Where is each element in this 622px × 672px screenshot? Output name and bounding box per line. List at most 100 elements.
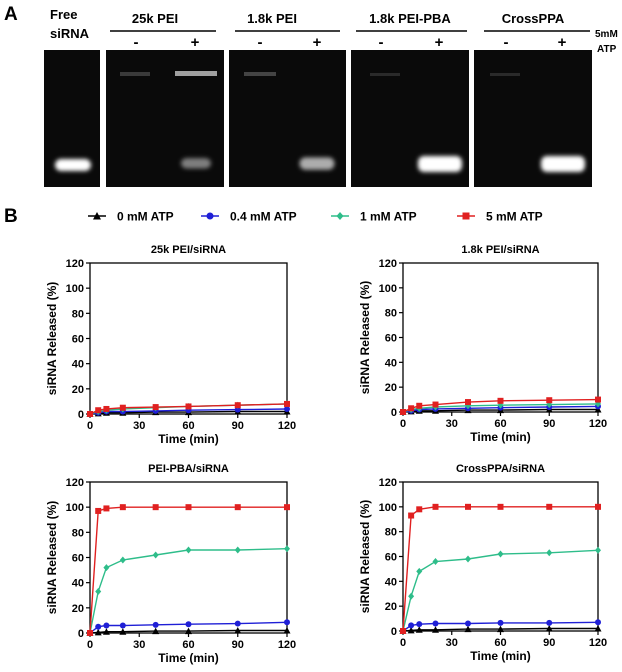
data-point-0-mm-atp [497, 625, 504, 633]
data-point-1-mm-atp [497, 550, 504, 558]
data-point-5-mm-atp [497, 503, 504, 510]
data-point-0-mm-atp [545, 625, 553, 632]
x-tick-label: 90 [232, 420, 244, 432]
band-25k-pei-plus [181, 158, 211, 169]
x-tick-label: 0 [400, 637, 406, 649]
x-tick-label: 60 [182, 420, 194, 432]
plus-sign-1-8k-pba: + [435, 34, 444, 51]
free-sirna-label-line1: Free [50, 7, 77, 22]
data-point-5-mm-atp [234, 402, 241, 409]
chart-title: CrossPPA/siRNA [456, 463, 545, 475]
data-point-0-4-mm-atp [119, 622, 126, 629]
data-point-0-mm-atp [432, 626, 439, 633]
x-tick-label: 30 [446, 637, 458, 649]
free-sirna-label-line2: siRNA [50, 26, 90, 41]
data-point-0-4-mm-atp [284, 619, 290, 626]
data-point-0-4-mm-atp [234, 620, 241, 627]
y-tick-label: 80 [72, 308, 84, 320]
y-tick-label: 100 [379, 502, 397, 514]
series-line-1-mm-atp [89, 548, 288, 634]
data-point-1-mm-atp [103, 564, 110, 572]
x-tick-label: 90 [232, 639, 244, 651]
data-point-5-mm-atp [119, 404, 126, 411]
x-axis-label: Time (min) [158, 651, 218, 665]
data-point-1-mm-atp [408, 592, 415, 600]
data-point-5-mm-atp [416, 506, 423, 513]
data-point-5-mm-atp [95, 407, 102, 414]
data-point-0-4-mm-atp [103, 622, 110, 629]
charts: 25k PEI/siRNA 0 20 40 60 80 100 120 0 30 60 90 120 Ti… [45, 244, 607, 665]
panel-a-letter: A [4, 4, 18, 25]
data-point-5-mm-atp [432, 503, 439, 510]
y-tick-label: 80 [385, 308, 397, 320]
chart-title: 25k PEI/siRNA [151, 244, 226, 256]
data-point-5-mm-atp [408, 405, 415, 412]
data-point-0-4-mm-atp [408, 622, 415, 629]
x-tick-label: 30 [133, 639, 145, 651]
y-tick-label: 80 [385, 527, 397, 539]
minus-sign-crossppa: - [504, 34, 509, 51]
data-point-5-mm-atp [546, 397, 553, 404]
x-tick-label: 0 [87, 639, 93, 651]
band-1-8k-pei-plus [299, 157, 335, 170]
x-tick-label: 60 [494, 637, 506, 649]
legend-marker-5-mm-atp [462, 212, 470, 220]
data-point-5-mm-atp [400, 628, 406, 634]
data-point-5-mm-atp [234, 504, 241, 511]
y-tick-label: 100 [66, 502, 84, 514]
data-point-1-mm-atp [95, 587, 102, 595]
data-point-1-mm-atp [546, 549, 553, 557]
y-tick-label: 0 [78, 628, 84, 640]
data-point-1-mm-atp [432, 557, 439, 565]
data-point-0-mm-atp [283, 626, 291, 634]
data-point-1-mm-atp [185, 546, 192, 554]
y-tick-label: 40 [72, 578, 84, 590]
data-point-5-mm-atp [432, 401, 439, 408]
data-point-1-mm-atp [119, 556, 126, 564]
series-line-5-mm-atp [402, 506, 598, 632]
y-tick-label: 40 [385, 357, 397, 369]
data-point-0-4-mm-atp [185, 621, 192, 628]
y-axis-label: siRNA Released (%) [45, 282, 59, 396]
x-tick-label: 120 [589, 418, 607, 430]
chart-3: PEI-PBA/siRNA 0 20 40 60 80 100 120 0 30 60 90 120 Ti… [45, 463, 296, 665]
data-point-5-mm-atp [185, 403, 192, 410]
data-point-5-mm-atp [152, 504, 159, 511]
x-tick-label: 0 [400, 418, 406, 430]
y-axis-label: siRNA Released (%) [45, 501, 59, 615]
x-tick-label: 90 [543, 637, 555, 649]
y-tick-label: 120 [379, 477, 397, 489]
group-label-crossppa: CrossPPA [502, 11, 565, 26]
y-tick-label: 40 [72, 359, 84, 371]
legend-marker-0-mm-atp [93, 212, 101, 220]
data-point-1-mm-atp [284, 545, 290, 553]
group-label-25k-pei: 25k PEI [132, 11, 178, 26]
y-tick-label: 100 [379, 283, 397, 295]
data-point-0-4-mm-atp [497, 619, 504, 626]
well-25k-minus [120, 72, 150, 76]
group-label-1-8k-pei: 1.8k PEI [247, 11, 297, 26]
data-point-5-mm-atp [87, 630, 93, 636]
well-1-8k-pba-minus [370, 73, 400, 76]
data-point-0-4-mm-atp [465, 620, 471, 627]
series-line-1-mm-atp [402, 549, 599, 632]
y-tick-label: 120 [66, 258, 84, 270]
chart-title: 1.8k PEI/siRNA [461, 244, 539, 256]
band-free-sirna [55, 159, 91, 171]
chart-1: 25k PEI/siRNA 0 20 40 60 80 100 120 0 30 60 90 120 Ti… [45, 244, 296, 446]
minus-sign-25k: - [134, 34, 139, 51]
data-point-0-mm-atp [152, 627, 160, 635]
y-axis-label: siRNA Released (%) [358, 281, 372, 395]
plus-sign-1-8k: + [313, 34, 322, 51]
data-point-0-4-mm-atp [416, 621, 423, 628]
x-tick-label: 30 [133, 420, 145, 432]
y-tick-label: 60 [385, 333, 397, 345]
chart-4: CrossPPA/siRNA 0 20 40 60 80 100 120 0 30 60 90 120 T… [358, 463, 607, 663]
x-tick-label: 0 [87, 420, 93, 432]
data-point-1-mm-atp [465, 555, 471, 563]
minus-sign-1-8k-pba: - [379, 34, 384, 51]
data-point-5-mm-atp [546, 503, 553, 510]
data-point-5-mm-atp [95, 507, 102, 514]
data-point-5-mm-atp [103, 505, 110, 512]
